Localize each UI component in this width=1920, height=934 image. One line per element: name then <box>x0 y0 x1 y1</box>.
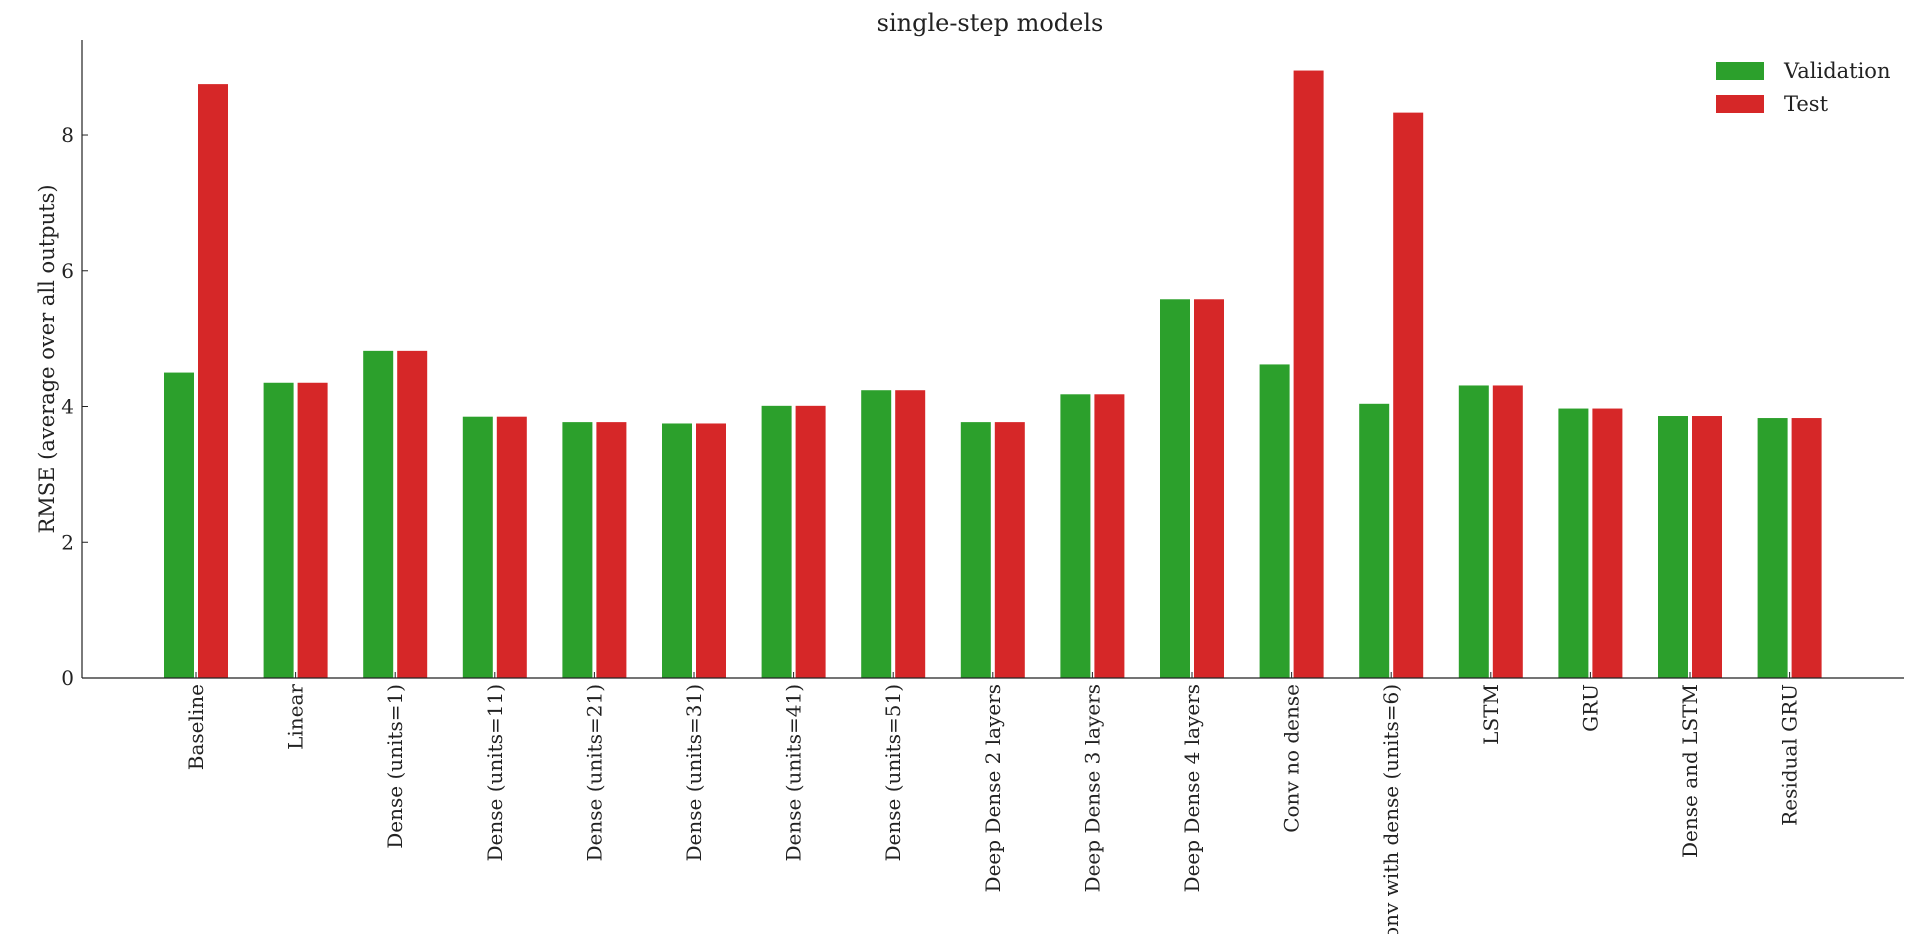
bar-test-5 <box>696 423 726 678</box>
x-tick-label: Dense (units=41) <box>782 684 806 861</box>
legend: Validation Test <box>1716 59 1890 116</box>
x-tick-label: Dense (units=31) <box>682 684 706 861</box>
x-tick-label: Linear <box>284 684 308 750</box>
y-tick-label: 4 <box>61 395 74 419</box>
bars-layer <box>164 71 1822 678</box>
x-tick-label: Dense (units=1) <box>383 684 407 849</box>
bar-test-6 <box>796 406 826 678</box>
bar-validation-16 <box>1758 418 1788 678</box>
legend-label-validation: Validation <box>1783 59 1890 83</box>
bar-validation-4 <box>562 422 592 678</box>
bar-test-8 <box>995 422 1025 678</box>
bar-validation-5 <box>662 423 692 678</box>
x-tick-label: GRU <box>1578 684 1602 732</box>
bar-test-11 <box>1294 71 1324 678</box>
chart-title: single-step models <box>877 9 1104 37</box>
bar-validation-8 <box>961 422 991 678</box>
bar-validation-12 <box>1359 404 1389 678</box>
y-tick-label: 2 <box>61 530 74 554</box>
x-tick-label: Conv no dense <box>1280 684 1304 833</box>
bar-test-4 <box>596 422 626 678</box>
bar-validation-7 <box>861 390 891 678</box>
x-tick-label: Dense (units=51) <box>881 684 905 861</box>
bar-test-2 <box>397 351 427 678</box>
bar-test-12 <box>1393 113 1423 678</box>
bar-validation-10 <box>1160 299 1190 678</box>
x-tick-label: Conv with dense (units=6) <box>1379 684 1403 934</box>
x-tick-label: Baseline <box>184 684 208 770</box>
bar-validation-15 <box>1658 416 1688 678</box>
bar-validation-6 <box>762 406 792 678</box>
bar-test-10 <box>1194 299 1224 678</box>
bar-validation-2 <box>363 351 393 678</box>
x-tick-label: Dense (units=11) <box>483 684 507 861</box>
x-tick-label: Deep Dense 2 layers <box>981 684 1005 892</box>
bar-test-3 <box>497 417 527 678</box>
bar-validation-3 <box>463 417 493 678</box>
x-tick-label: Residual GRU <box>1778 684 1802 826</box>
x-tick-label: Deep Dense 4 layers <box>1180 684 1204 892</box>
legend-swatch-test <box>1716 95 1764 113</box>
legend-label-test: Test <box>1784 92 1829 116</box>
y-tick-label: 8 <box>61 123 74 147</box>
x-tick-label: Dense (units=21) <box>582 684 606 861</box>
bar-validation-0 <box>164 373 194 678</box>
bar-test-7 <box>895 390 925 678</box>
bar-validation-9 <box>1060 394 1090 678</box>
bar-test-9 <box>1094 394 1124 678</box>
bar-test-14 <box>1592 409 1622 678</box>
bar-test-1 <box>298 383 328 678</box>
x-tick-label: Deep Dense 3 layers <box>1080 684 1104 892</box>
bar-test-15 <box>1692 416 1722 678</box>
bar-test-13 <box>1493 385 1523 678</box>
y-axis-label: RMSE (average over all outputs) <box>35 184 59 533</box>
legend-swatch-validation <box>1716 62 1764 80</box>
bar-test-0 <box>198 84 228 678</box>
bar-validation-11 <box>1260 364 1290 678</box>
x-tick-label: Dense and LSTM <box>1678 684 1702 858</box>
x-tick-label: LSTM <box>1479 684 1503 745</box>
bar-test-16 <box>1792 418 1822 678</box>
bar-validation-13 <box>1459 385 1489 678</box>
y-tick-label: 6 <box>61 259 74 283</box>
bar-validation-1 <box>264 383 294 678</box>
y-tick-label: 0 <box>61 666 74 690</box>
bar-validation-14 <box>1558 409 1588 678</box>
